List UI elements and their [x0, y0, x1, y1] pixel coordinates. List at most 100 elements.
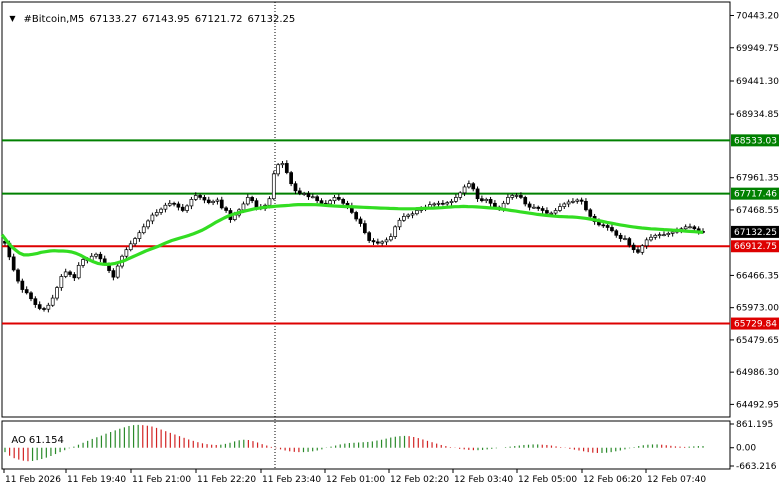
level-price-box [731, 240, 779, 253]
candle-body [245, 197, 250, 205]
y-tick-label: 69441.30 [736, 77, 779, 87]
candle-body [532, 206, 536, 209]
level-price-box [731, 317, 779, 330]
moving-average-line [0, 203, 704, 266]
candle-body [575, 199, 580, 202]
level-price-label: 65729.84 [734, 320, 777, 330]
candle-body [527, 203, 532, 208]
candle-body [202, 197, 207, 201]
y-tick-label: 67468.55 [736, 206, 779, 216]
candle-body [159, 208, 163, 213]
open-price: 67133.27 [89, 14, 138, 25]
ao-tick-label: -663.216 [736, 462, 777, 472]
candle-body [224, 207, 228, 211]
level-price-box [731, 134, 779, 147]
chart-header: ▼ #Bitcoin,M5 67133.27 67143.95 67121.72 6713… [3, 3, 295, 25]
candle-body [154, 212, 159, 216]
candle-body [688, 226, 692, 229]
ao-tick-label: 0.00 [736, 444, 756, 454]
candle-body [63, 271, 68, 277]
x-tick-label: 12 Feb 05:00 [518, 475, 577, 485]
candle-body [29, 292, 33, 300]
candle-body [341, 199, 346, 204]
ao-tick-label: 861.195 [736, 420, 773, 430]
candle-body [20, 280, 25, 290]
y-tick-label: 69949.75 [736, 44, 779, 54]
candle-body [406, 214, 411, 217]
candle-body [670, 231, 675, 234]
candle-body [449, 200, 454, 203]
candle-body [180, 206, 185, 211]
candle-body [692, 226, 697, 230]
candle-body [601, 224, 606, 227]
candle-body [306, 193, 311, 198]
level-price-box [731, 187, 779, 200]
candle-body [59, 276, 64, 288]
ao-pane-border [1, 420, 731, 470]
x-tick-label: 11 Feb 19:40 [67, 475, 126, 485]
candle-body [146, 220, 150, 228]
high-price: 67143.95 [142, 14, 190, 25]
candle-body [284, 163, 289, 173]
candle-body [289, 172, 293, 185]
candle-body [640, 245, 645, 253]
candle-body [402, 216, 406, 221]
candle-body [267, 198, 272, 206]
candle-body [566, 201, 571, 205]
candle-body [536, 206, 541, 209]
candle-body [297, 190, 302, 194]
candle-body [488, 199, 493, 204]
candle-body [354, 212, 359, 220]
symbol-label: #Bitcoin,M5 [23, 14, 85, 25]
main-pane-border [1, 1, 731, 418]
candle-body [33, 298, 38, 305]
candle-body [362, 223, 367, 234]
candle-body [328, 200, 333, 205]
candle-body [172, 202, 176, 205]
candle-body [176, 203, 181, 208]
candle-body [471, 183, 476, 190]
x-tick-label: 12 Feb 06:20 [583, 475, 642, 485]
candle-body [124, 249, 129, 257]
candle-body [644, 239, 649, 247]
y-tick-label: 65973.00 [736, 304, 779, 314]
candle-body [280, 163, 285, 166]
candle-body [185, 205, 189, 211]
y-tick-label: 67961.35 [736, 174, 779, 184]
candle-body [623, 238, 627, 240]
candle-body [510, 195, 515, 198]
candle-body [514, 195, 519, 197]
candle-body [445, 202, 450, 205]
candle-body [37, 304, 42, 309]
candle-body [319, 200, 324, 204]
candle-body [614, 230, 619, 236]
candle-body [432, 203, 437, 206]
candle-body [375, 241, 380, 244]
candle-body [310, 196, 315, 199]
x-tick-label: 11 Feb 21:00 [132, 475, 191, 485]
candle-body [68, 271, 72, 275]
candle-body [150, 214, 155, 222]
candle-body [605, 225, 610, 228]
candle-body [480, 198, 484, 202]
candle-body [206, 199, 211, 203]
candle-body [540, 208, 545, 211]
candle-body [579, 199, 584, 202]
x-tick-label: 12 Feb 03:40 [454, 475, 513, 485]
candle-body [475, 188, 480, 200]
ao-indicator-label: AO 61.154 [5, 424, 64, 446]
candle-body [584, 200, 588, 211]
candle-body [380, 241, 385, 244]
candle-body [336, 197, 341, 200]
current-price-label: 67132.25 [734, 228, 777, 238]
y-tick-label: 68934.85 [736, 110, 779, 120]
candle-body [415, 210, 419, 215]
dropdown-arrow-icon[interactable]: ▼ [9, 14, 16, 23]
x-tick-label: 11 Feb 22:20 [197, 475, 256, 485]
candle-body [358, 218, 363, 224]
low-price: 67121.72 [194, 14, 243, 25]
candle-body [371, 240, 376, 243]
candle-body [11, 256, 16, 271]
candle-body [506, 197, 510, 204]
